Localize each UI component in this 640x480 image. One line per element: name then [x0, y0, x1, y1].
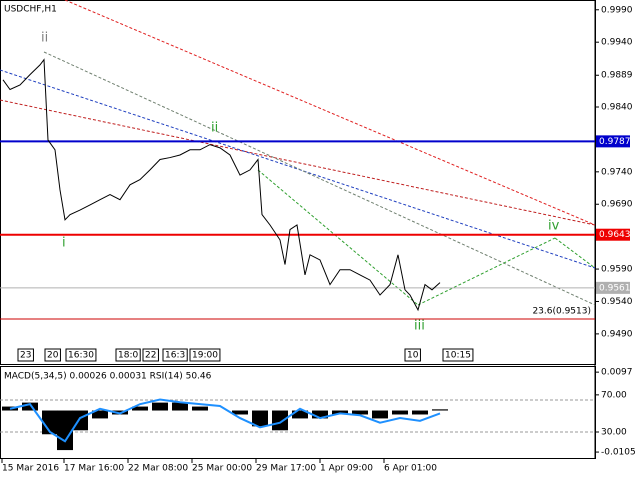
x-tick-label: 1 Apr 09:00: [320, 464, 373, 474]
time-marker: 16:30: [68, 351, 94, 361]
y-tick-label: 0.9840: [601, 103, 633, 113]
wave-label: i: [62, 236, 66, 251]
level-box: [596, 281, 630, 294]
time-marker-box: [404, 348, 421, 362]
x-tick-label: 17 Mar 16:00: [64, 464, 124, 474]
trendline: [257, 169, 419, 306]
wave-label: iv: [548, 219, 560, 234]
rsi-line: [9, 398, 441, 443]
macd-bar: [252, 410, 268, 427]
wave-label: iii: [414, 319, 425, 334]
y-tick-label: 0.9889: [601, 71, 633, 81]
y-tick-label: 0.9740: [601, 167, 633, 177]
time-marker: 22: [145, 351, 156, 361]
wave-label: ii: [211, 121, 218, 136]
y-tick-label: 0.0097: [601, 368, 633, 378]
macd-bar: [412, 410, 428, 415]
macd-bar: [92, 410, 108, 419]
y-tick-label: 0.9590: [601, 265, 633, 275]
y-tick-label: 0.9690: [601, 200, 633, 210]
trendline: [0, 99, 596, 226]
trendlines: [0, 0, 596, 433]
macd-bar: [372, 410, 388, 419]
trendline: [43, 51, 596, 306]
trendline: [0, 69, 596, 269]
chart-title: USDCHF,H1: [4, 5, 57, 15]
time-marker-box: [44, 348, 61, 362]
time-marker-box: [189, 348, 221, 362]
macd-bar: [22, 402, 38, 411]
x-tick-label: 15 Mar 2016: [2, 464, 59, 474]
x-tick-label: 29 Mar 17:00: [256, 464, 316, 474]
x-tick-label: 22 Mar 08:00: [128, 464, 188, 474]
time-marker: 10: [407, 351, 419, 361]
y-tick-label: 0.9540: [601, 297, 633, 307]
macd-bar: [192, 406, 208, 411]
macd-bar: [392, 410, 408, 415]
macd-bar: [312, 410, 328, 419]
macd-bar: [272, 410, 288, 431]
time-marker: 23: [20, 351, 31, 361]
time-marker-box: [17, 348, 34, 362]
trendline: [417, 237, 556, 306]
time-marker: 19:00: [192, 351, 218, 361]
macd-bar: [292, 410, 308, 419]
x-tick-label: 25 Mar 00:00: [192, 464, 252, 474]
wave-labels: ii i ii iii iv: [41, 31, 560, 334]
macd-bar: [352, 410, 368, 415]
time-marker-box: [115, 348, 141, 362]
time-marker-box: [65, 348, 97, 362]
time-marker-box: [142, 348, 159, 362]
level-label: 0.9561: [599, 283, 631, 293]
macd-bar: [42, 410, 58, 435]
y-tick-label: 0.9490: [601, 329, 633, 339]
level-box: [596, 228, 630, 241]
time-marker: 18:0: [118, 351, 138, 361]
y-tick-label: 0.9940: [601, 38, 633, 48]
wave-label: ii: [41, 31, 48, 46]
macd-bar: [172, 402, 188, 411]
macd-bar: [132, 406, 148, 411]
x-tick-label: 6 Apr 01:00: [384, 464, 437, 474]
trendline: [554, 237, 596, 269]
macd-bar: [232, 410, 248, 415]
level-label: 0.9643: [599, 230, 631, 240]
main-frame: [0, 0, 596, 365]
time-marker-box: [442, 348, 474, 362]
level-label: 0.9787: [599, 137, 631, 147]
trendline: [64, 0, 596, 226]
y2-tick-label: 30.00: [601, 428, 627, 438]
fibo-label: 23.6(0.9513): [532, 307, 591, 317]
time-marker: 10:15: [445, 351, 471, 361]
macd-bar: [57, 410, 73, 451]
macd-bar: [432, 409, 448, 411]
time-marker: 20: [47, 351, 59, 361]
indicator-title: MACD(5,34,5) 0.00026 0.00031 RSI(14) 50.…: [4, 372, 212, 382]
y-tick-label: 0.9990: [601, 5, 633, 15]
y2-tick-label: 70.00: [601, 390, 627, 400]
y-tick-label: -0.0105: [601, 448, 636, 458]
macd-bar: [152, 402, 168, 411]
time-marker-box: [162, 348, 188, 362]
level-box: [596, 135, 630, 148]
time-marker: 16:3: [165, 351, 185, 361]
price-line: [2, 58, 441, 312]
